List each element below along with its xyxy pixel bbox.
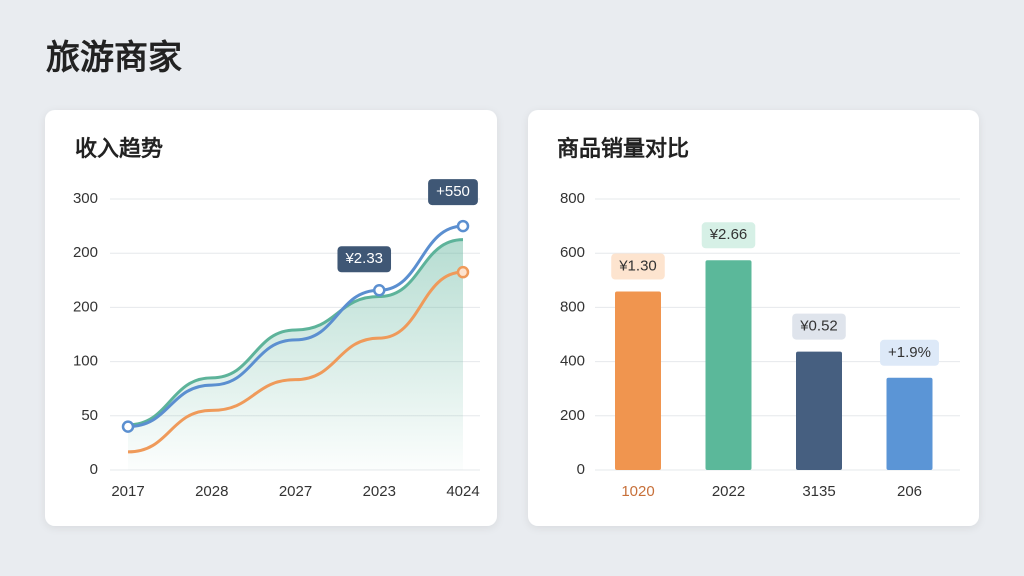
marker (121, 420, 135, 433)
y-tick-label: 0 (90, 461, 98, 478)
x-tick-label: 3135 (802, 483, 835, 500)
card-title: 收入趋势 (75, 136, 163, 161)
annotation-box (880, 339, 939, 366)
annotation-box (337, 246, 392, 273)
annotation-box (428, 179, 478, 206)
annotation-box (701, 222, 756, 249)
x-tick-label: 2027 (279, 483, 312, 500)
y-tick-label: 200 (560, 407, 585, 424)
y-tick-label: 100 (73, 353, 98, 370)
y-tick-label: 200 (73, 244, 98, 261)
line (127, 224, 464, 429)
annotation: +1.9% (888, 344, 931, 361)
y-tick-label: 300 (73, 190, 98, 207)
annotation: ¥0.52 (799, 318, 838, 335)
annotation: ¥2.33 (344, 250, 383, 267)
x-tick-label: 2022 (712, 483, 745, 500)
bar (615, 291, 661, 470)
x-tick-label: 2017 (111, 483, 144, 500)
x-tick-label: 2028 (195, 483, 228, 500)
page-title: 旅游商家 (46, 39, 182, 77)
annotation: ¥2.66 (709, 226, 748, 243)
y-tick-label: 600 (560, 244, 585, 261)
annotation: +550 (436, 183, 470, 200)
x-tick-label: 4024 (446, 483, 479, 500)
y-tick-label: 200 (73, 298, 98, 315)
bar (705, 260, 752, 470)
annotation: ¥1.30 (618, 257, 657, 274)
line (127, 238, 464, 427)
bar (796, 351, 842, 470)
bar (886, 377, 933, 470)
marker (456, 219, 470, 233)
line (127, 270, 464, 454)
card-title: 商品销量对比 (557, 136, 689, 161)
y-tick-label: 400 (560, 353, 585, 370)
y-tick-label: 50 (81, 407, 98, 424)
y-tick-label: 800 (560, 190, 585, 207)
annotation-box (611, 253, 665, 280)
y-tick-label: 800 (560, 298, 585, 315)
x-tick-label: 206 (897, 483, 922, 500)
y-tick-label: 0 (577, 461, 585, 478)
x-tick-label: 1020 (621, 483, 654, 500)
x-tick-label: 2023 (363, 483, 396, 500)
marker (456, 265, 470, 279)
annotation-box (792, 313, 846, 340)
marker (373, 283, 386, 297)
